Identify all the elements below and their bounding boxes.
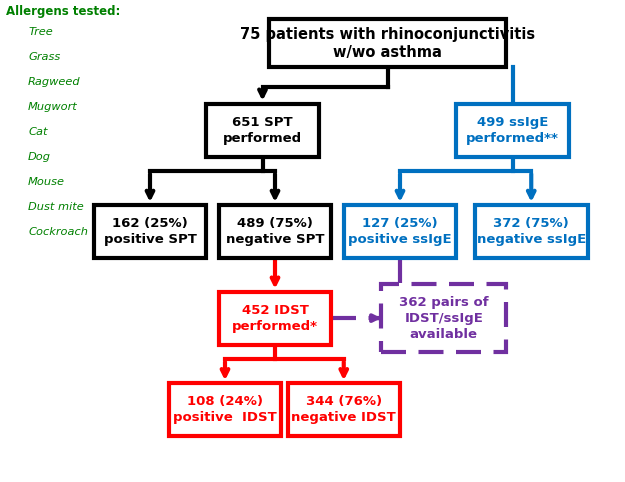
Text: 452 IDST
performed*: 452 IDST performed* <box>232 304 318 333</box>
Text: 75 patients with rhinoconjunctivitis
w/wo asthma: 75 patients with rhinoconjunctivitis w/w… <box>240 27 535 60</box>
Text: 372 (75%)
negative ssIgE: 372 (75%) negative ssIgE <box>477 217 586 246</box>
Text: Cockroach: Cockroach <box>28 227 88 237</box>
Text: 108 (24%)
positive  IDST: 108 (24%) positive IDST <box>173 395 277 424</box>
Text: Ragweed: Ragweed <box>28 77 81 87</box>
Text: Dust mite: Dust mite <box>28 202 84 212</box>
FancyBboxPatch shape <box>219 292 331 345</box>
Text: Mugwort: Mugwort <box>28 102 78 112</box>
FancyBboxPatch shape <box>269 19 506 67</box>
Text: 499 ssIgE
performed**: 499 ssIgE performed** <box>466 116 559 145</box>
FancyBboxPatch shape <box>169 383 281 436</box>
Text: Dog: Dog <box>28 152 51 162</box>
Text: 127 (25%)
positive ssIgE: 127 (25%) positive ssIgE <box>348 217 452 246</box>
FancyBboxPatch shape <box>206 104 319 157</box>
FancyBboxPatch shape <box>94 205 206 258</box>
Text: Grass: Grass <box>28 52 61 62</box>
Text: 362 pairs of
IDST/ssIgE
available: 362 pairs of IDST/ssIgE available <box>399 295 489 341</box>
Text: 162 (25%)
positive SPT: 162 (25%) positive SPT <box>104 217 196 246</box>
FancyBboxPatch shape <box>288 383 400 436</box>
Text: Tree: Tree <box>28 27 53 37</box>
Text: 489 (75%)
negative SPT: 489 (75%) negative SPT <box>226 217 324 246</box>
FancyBboxPatch shape <box>344 205 456 258</box>
FancyBboxPatch shape <box>219 205 331 258</box>
Text: Allergens tested:: Allergens tested: <box>6 5 121 18</box>
FancyBboxPatch shape <box>381 284 506 352</box>
Text: Mouse: Mouse <box>28 177 65 187</box>
FancyBboxPatch shape <box>456 104 569 157</box>
Text: Cat: Cat <box>28 127 48 137</box>
Text: 344 (76%)
negative IDST: 344 (76%) negative IDST <box>291 395 396 424</box>
Text: 651 SPT
performed: 651 SPT performed <box>223 116 302 145</box>
FancyBboxPatch shape <box>475 205 588 258</box>
